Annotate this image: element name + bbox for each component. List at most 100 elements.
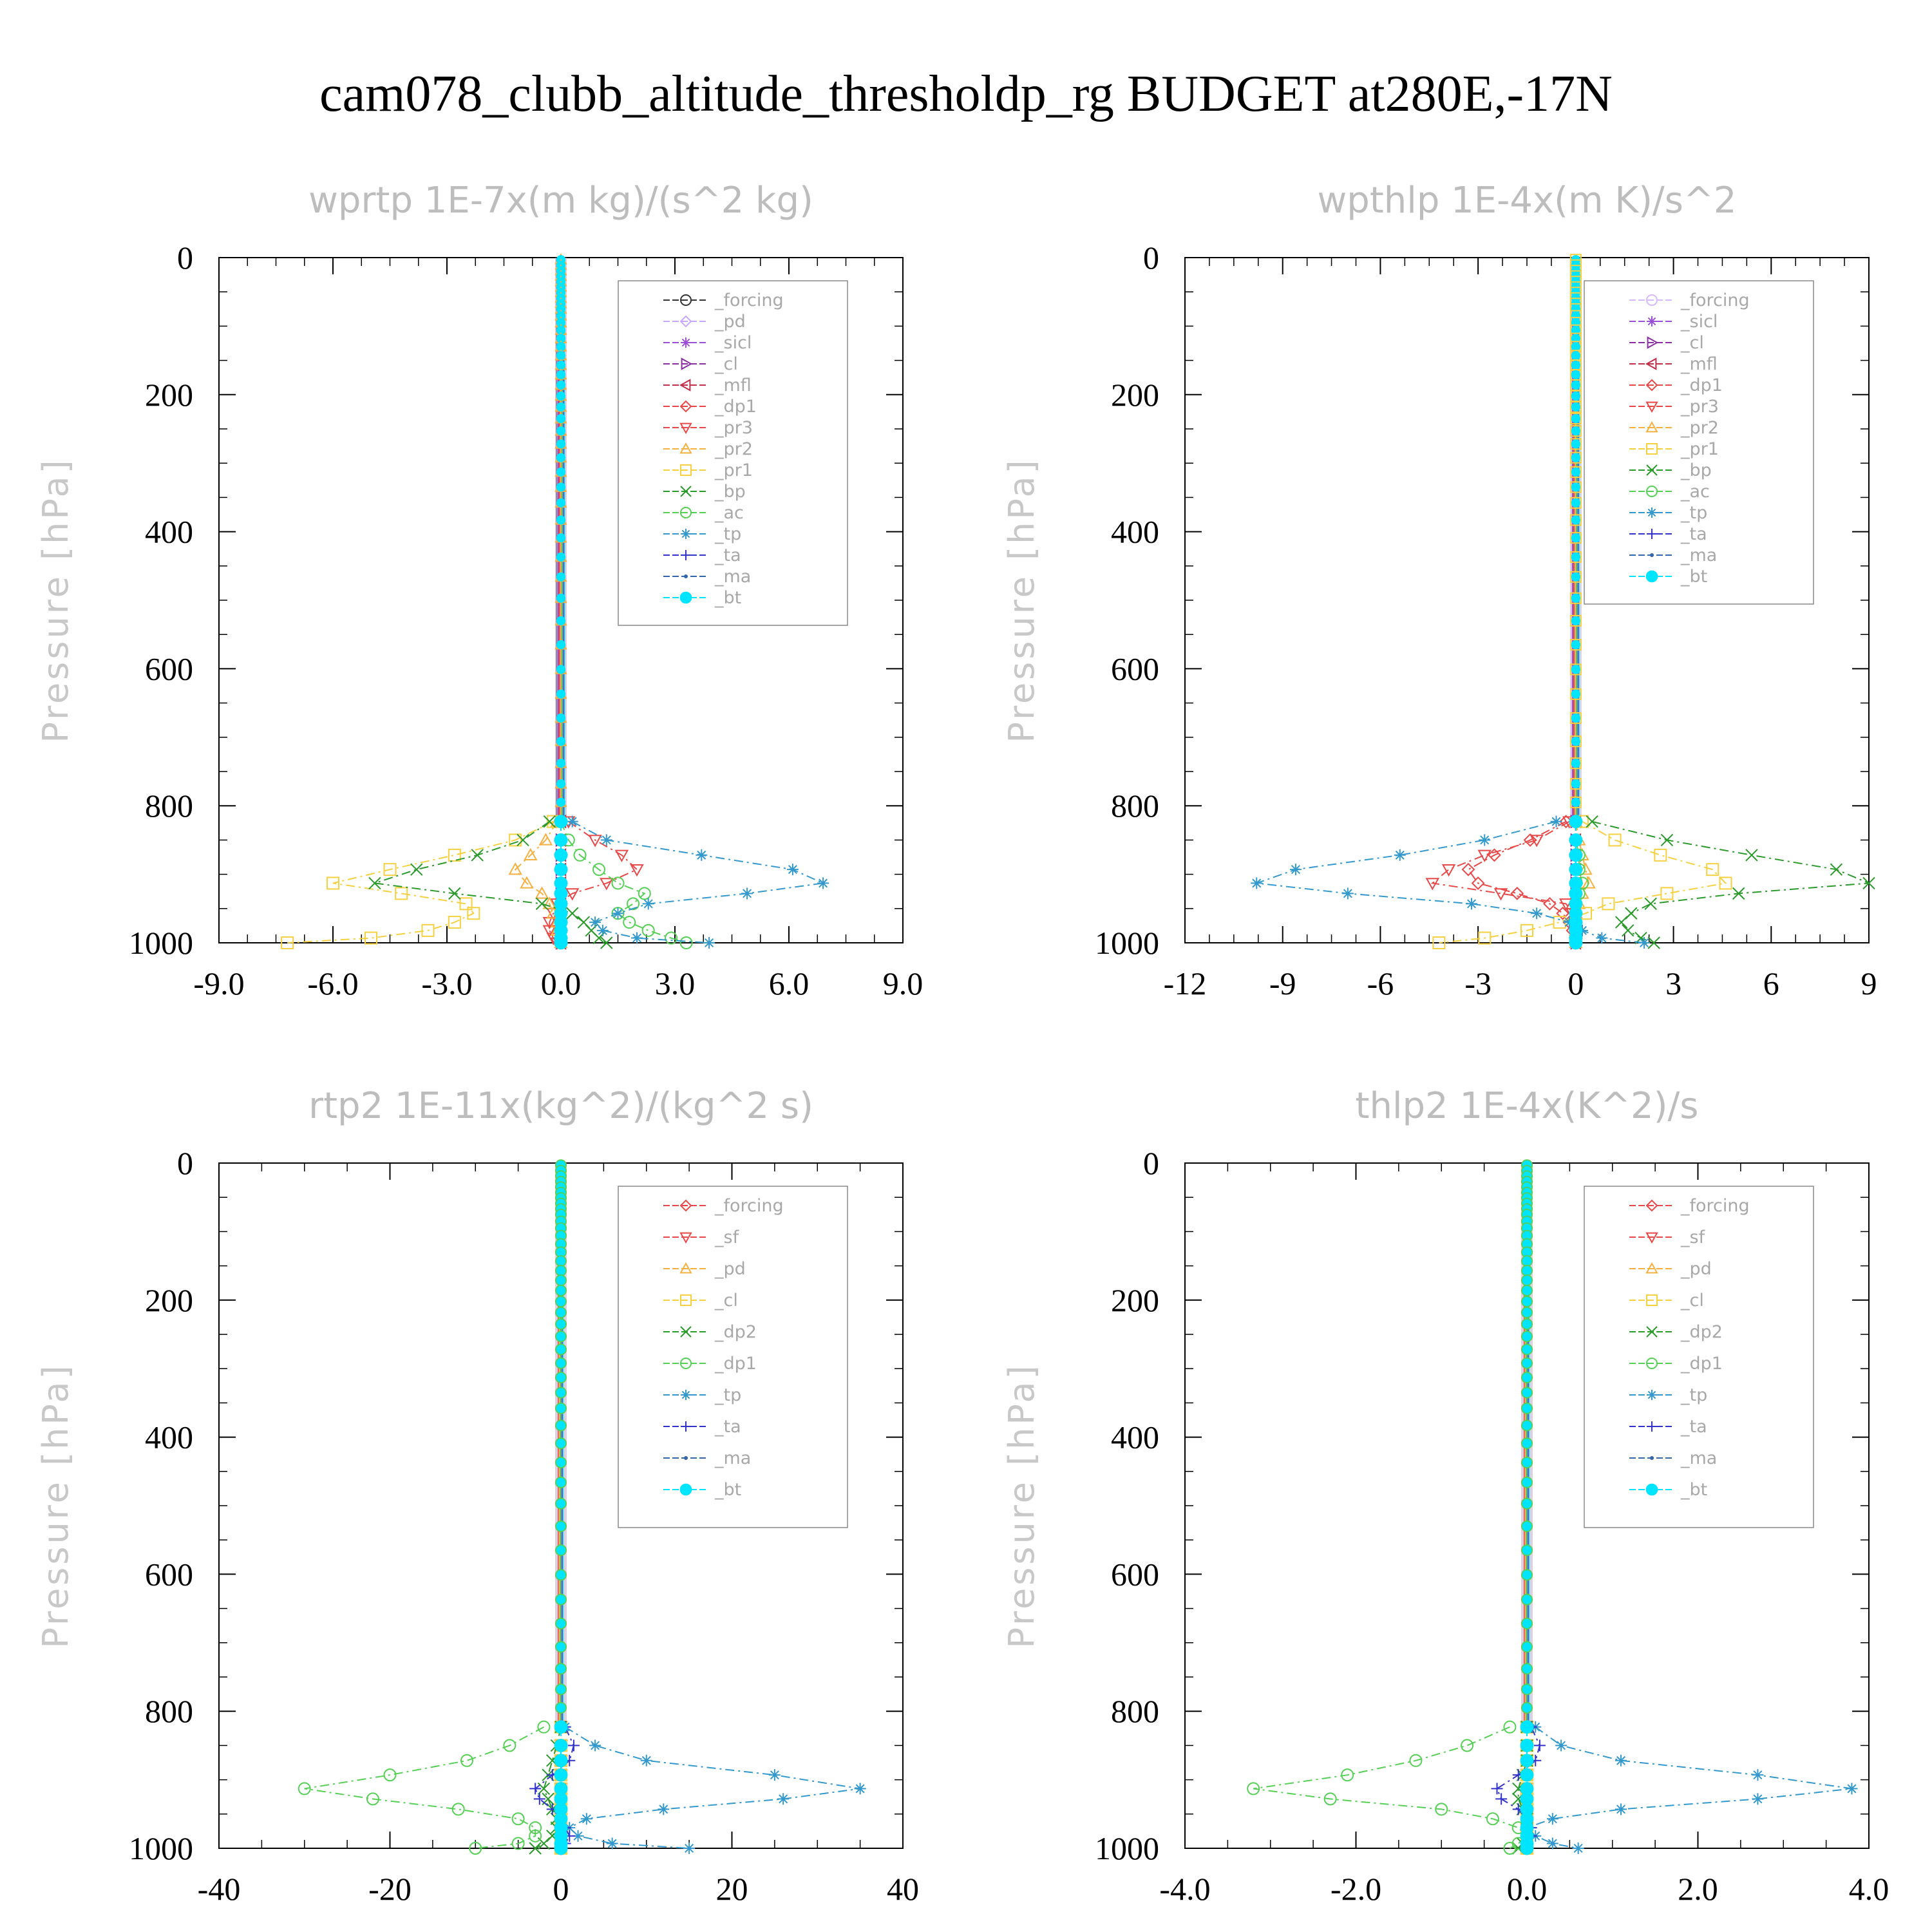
zero-profile-marker [555, 1343, 567, 1356]
legend-item: _ta [1629, 524, 1707, 544]
legend-marker [679, 315, 692, 328]
data-point [786, 864, 799, 876]
y-tick-label: 1000 [1095, 925, 1159, 961]
zero-profile-marker [556, 1265, 566, 1276]
x-tick-label: 4.0 [1849, 1871, 1889, 1907]
data-point [1520, 1841, 1534, 1855]
legend-label: _cl [1680, 333, 1704, 353]
data-point [554, 815, 568, 829]
legend-item: _ma [663, 567, 751, 587]
legend-marker [1647, 336, 1659, 349]
legend-marker [1647, 507, 1657, 518]
zero-profile-marker [1521, 1641, 1533, 1653]
zero-profile-marker [556, 360, 566, 370]
zero-profile-marker [556, 1285, 566, 1296]
legend-item: _dp2 [663, 1322, 757, 1342]
legend-marker [1646, 464, 1658, 476]
zero-profile-marker [556, 1307, 566, 1318]
zero-profile-marker [556, 467, 566, 477]
series-bt [1520, 1720, 1534, 1855]
zero-profile-marker [1522, 1703, 1532, 1712]
zero-profile-marker [556, 640, 566, 650]
zero-profile-marker [1521, 1544, 1533, 1557]
data-point [1569, 848, 1583, 862]
data-point [1638, 937, 1651, 949]
zero-profile-marker [1571, 413, 1580, 424]
legend-label: _ac [714, 503, 744, 523]
legend-item: _tp [1629, 1385, 1707, 1405]
legend-item: _forcing [663, 1196, 784, 1216]
legend-item: _ac [1629, 482, 1710, 502]
zero-profile-marker [555, 1476, 567, 1488]
legend-label: _ma [1680, 545, 1717, 565]
zero-profile-marker [1569, 592, 1582, 604]
zero-profile-marker [1521, 1593, 1533, 1605]
zero-profile-marker [1571, 759, 1580, 768]
data-point [580, 1813, 592, 1825]
data-point [1615, 916, 1628, 929]
zero-profile-marker [556, 1521, 566, 1531]
data-point [631, 932, 643, 944]
legend-item: _pr1 [1629, 439, 1719, 459]
zero-profile-marker [556, 1664, 566, 1674]
legend-label: _ma [714, 1448, 751, 1468]
data-point [612, 907, 624, 920]
data-point [529, 1842, 542, 1855]
series-line [287, 820, 554, 943]
data-point [1523, 833, 1537, 847]
data-point [589, 916, 601, 929]
legend-marker [679, 1262, 692, 1274]
zero-profile-marker [1569, 735, 1582, 748]
zero-profile-marker [555, 1663, 567, 1675]
data-point [1441, 864, 1456, 877]
series-bp [368, 815, 613, 949]
data-point [641, 923, 655, 937]
legend-marker [1650, 1456, 1654, 1460]
data-point [1660, 887, 1674, 900]
data-point [854, 1783, 866, 1795]
zero-profile-marker [1521, 1569, 1533, 1581]
legend-item: _ma [663, 1448, 751, 1468]
zero-profile-marker [1522, 1247, 1532, 1257]
zero-profile-marker [556, 1319, 566, 1329]
zero-profile-marker [556, 1546, 566, 1555]
legend-label: _bt [714, 1480, 741, 1500]
panel-title: rtp2 1E-11x(kg^2)/(kg^2 s) [308, 1085, 813, 1127]
series-line [304, 1726, 544, 1849]
data-point [554, 936, 568, 950]
zero-profile-marker [555, 1372, 567, 1384]
y-axis-label: Pressure [hPa] [1001, 1363, 1042, 1648]
legend-marker [679, 379, 691, 392]
data-point [768, 1769, 781, 1781]
legend-item: _bt [1629, 1480, 1707, 1500]
series-tp [566, 815, 829, 949]
data-point [395, 887, 408, 900]
zero-profile-marker [1571, 713, 1580, 723]
zero-profile-stack [554, 253, 567, 822]
legend-marker [680, 1358, 692, 1369]
data-point [1558, 898, 1573, 911]
legend-label: _tp [714, 524, 741, 544]
series-pr1 [1432, 815, 1732, 949]
y-tick-label: 200 [145, 1282, 193, 1318]
data-point [1435, 1803, 1448, 1816]
zero-profile-marker [555, 1295, 567, 1307]
legend-marker [680, 1294, 692, 1306]
x-tick-label: 40 [887, 1871, 919, 1907]
zero-profile-marker [556, 498, 566, 508]
data-point [565, 888, 580, 901]
zero-profile-marker [556, 402, 566, 412]
legend-item: _ta [663, 1417, 741, 1437]
data-point [554, 1739, 568, 1752]
legend-item: _dp1 [1629, 1354, 1723, 1374]
data-point [537, 1720, 551, 1734]
series-tp [559, 1721, 866, 1854]
data-point [1520, 1768, 1534, 1782]
data-point [627, 897, 640, 911]
legend-marker [1646, 1326, 1658, 1338]
zero-profile-marker [1571, 515, 1580, 525]
legend-label: _pd [714, 1259, 746, 1279]
data-point [383, 863, 397, 876]
legend-label: _dp1 [714, 1354, 757, 1374]
data-point [1596, 932, 1608, 944]
